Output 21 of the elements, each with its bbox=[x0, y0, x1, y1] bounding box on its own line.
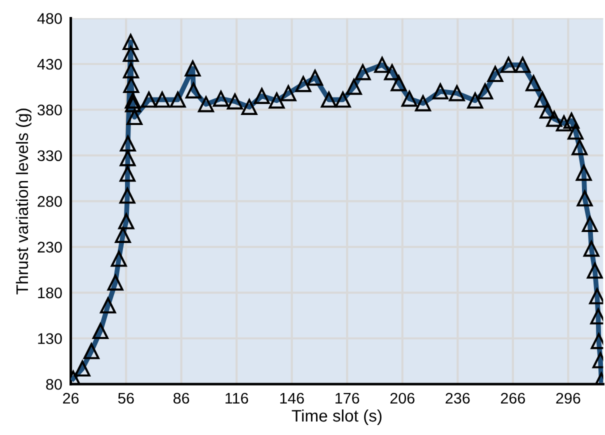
x-tick-label: 116 bbox=[226, 392, 248, 404]
y-tick-label: 230 bbox=[38, 242, 62, 253]
x-tick-label: 146 bbox=[280, 392, 304, 404]
y-axis-title: Thrust variation levels (g) bbox=[16, 108, 32, 294]
y-tick-label: 480 bbox=[37, 13, 62, 24]
y-tick-label: 130 bbox=[38, 333, 62, 344]
x-tick-label: 86 bbox=[173, 392, 190, 404]
y-tick-label: 80 bbox=[46, 378, 62, 390]
x-tick-label: 236 bbox=[446, 392, 470, 404]
y-tick-label: 180 bbox=[38, 288, 62, 298]
x-axis-title: Time slot (s) bbox=[292, 409, 382, 425]
y-tick-label: 380 bbox=[38, 104, 62, 116]
x-tick-label: 26 bbox=[63, 392, 79, 404]
x-tick-label: 56 bbox=[118, 392, 134, 404]
x-tick-label: 266 bbox=[500, 392, 525, 404]
y-tick-label: 330 bbox=[38, 150, 62, 162]
y-tick-label: 280 bbox=[38, 196, 62, 207]
y-tick-label: 430 bbox=[37, 58, 62, 70]
x-tick-label: 206 bbox=[390, 392, 414, 404]
x-tick-label: 176 bbox=[336, 392, 360, 404]
x-tick-label: 296 bbox=[556, 392, 580, 404]
